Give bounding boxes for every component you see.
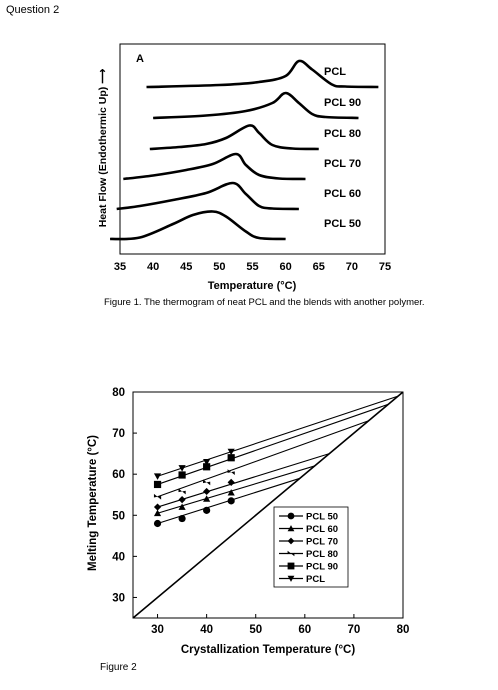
- series-label: PCL 90: [324, 97, 361, 109]
- data-point: [153, 480, 162, 489]
- x-tick-label: 50: [213, 261, 225, 273]
- x-tick-label: 40: [147, 261, 159, 273]
- data-point: [203, 479, 211, 486]
- data-point: [203, 458, 211, 466]
- data-point: [153, 509, 162, 517]
- figure2-y-axis-label: Melting Temperature (°C): [87, 435, 99, 571]
- data-point: [178, 465, 186, 472]
- figure1-chart: A PCL PCL 90 PCL 80 PCL 70 PCL 60 PCL 50 35 40…: [97, 43, 391, 292]
- figure1-y-axis-label: Heat Flow (Endothermic Up) ⟶: [97, 68, 109, 228]
- figure1-x-ticks: 35 40 45 50 55 60 65 70 75: [114, 261, 391, 273]
- thermogram-curve: [153, 91, 359, 120]
- data-point: [287, 562, 295, 570]
- data-point: [227, 448, 235, 456]
- data-point: [227, 454, 235, 462]
- legend-label: PCL 80: [306, 549, 338, 560]
- data-point: [227, 489, 235, 496]
- legend-label: PCL 70: [306, 537, 338, 548]
- legend-label: PCL 60: [306, 524, 338, 535]
- x-tick-label: 65: [313, 261, 325, 273]
- x-tick-label: 75: [379, 261, 391, 273]
- x-tick-label: 55: [246, 261, 258, 273]
- tm-equals-tc-line: [132, 391, 404, 619]
- data-point: [287, 537, 295, 545]
- x-tick-label: 35: [114, 261, 126, 273]
- thermogram-curve: [146, 59, 379, 89]
- data-point: [178, 488, 186, 495]
- figure1-series-labels: PCL PCL 90 PCL 80 PCL 70 PCL 60 PCL 50: [324, 66, 361, 230]
- data-point: [287, 525, 295, 532]
- x-tick-label: 50: [249, 624, 262, 636]
- y-tick-label: 50: [112, 510, 125, 522]
- data-point: [203, 506, 211, 514]
- x-tick-label: 30: [151, 624, 164, 636]
- data-point: [203, 463, 211, 471]
- y-tick-label: 30: [112, 592, 125, 604]
- data-point: [153, 503, 162, 511]
- data-point: [153, 493, 162, 500]
- legend-box: [273, 506, 349, 588]
- series-label: PCL 60: [324, 188, 361, 200]
- data-point: [287, 512, 295, 520]
- data-point: [153, 473, 162, 480]
- figure1-panel-label: A: [136, 53, 144, 65]
- figure2-caption: Figure 2: [100, 662, 137, 673]
- data-point: [178, 471, 186, 479]
- data-point: [287, 575, 295, 582]
- x-tick-label: 70: [346, 261, 358, 273]
- x-tick-label: 60: [298, 624, 311, 636]
- question-title: Question 2: [6, 4, 60, 16]
- x-tick-label: 45: [180, 261, 192, 273]
- legend-label: PCL: [306, 574, 325, 585]
- x-tick-label: 80: [397, 624, 410, 636]
- figure2-lines: [132, 391, 404, 619]
- extrapolation-line: [157, 403, 389, 485]
- series-label: PCL: [324, 66, 346, 78]
- figure2-y-ticks: 30 40 50 60 70 80: [112, 387, 137, 604]
- figure1-curves: [109, 59, 379, 241]
- x-tick-label: 60: [280, 261, 292, 273]
- thermogram-curve: [123, 152, 306, 181]
- figure1-frame: [119, 43, 386, 255]
- figure2-x-ticks: 30 40 50 60 70 80: [151, 614, 409, 636]
- thermogram-curve: [109, 210, 286, 241]
- extrapolation-line: [157, 395, 399, 477]
- figure2-points: [153, 448, 235, 528]
- data-point: [287, 550, 295, 557]
- data-point: [153, 519, 162, 528]
- data-point: [178, 496, 186, 504]
- figure1-caption: Figure 1. The thermogram of neat PCL and…: [104, 297, 425, 308]
- thermogram-curve: [116, 181, 299, 211]
- extrapolation-line: [157, 465, 315, 514]
- legend-label: PCL 50: [306, 512, 338, 523]
- data-point: [178, 514, 186, 523]
- y-tick-label: 60: [112, 469, 125, 481]
- extrapolation-line: [157, 453, 330, 508]
- y-tick-label: 80: [112, 387, 125, 399]
- data-point: [203, 495, 211, 502]
- figure2-frame: [132, 391, 404, 619]
- data-point: [227, 497, 235, 505]
- data-point: [178, 503, 186, 510]
- figure1-x-axis-label: Temperature (°C): [208, 280, 297, 292]
- series-label: PCL 70: [324, 158, 361, 170]
- x-tick-label: 70: [348, 624, 361, 636]
- series-label: PCL 80: [324, 128, 361, 140]
- series-label: PCL 50: [324, 218, 361, 230]
- y-tick-label: 70: [112, 428, 125, 440]
- x-tick-label: 40: [200, 624, 213, 636]
- y-tick-label: 40: [112, 551, 125, 563]
- legend-label: PCL 90: [306, 562, 338, 573]
- extrapolation-line: [157, 420, 369, 498]
- figure2-x-axis-label: Crystallization Temperature (°C): [181, 644, 356, 656]
- thermogram-curve: [149, 124, 319, 151]
- data-point: [203, 487, 211, 496]
